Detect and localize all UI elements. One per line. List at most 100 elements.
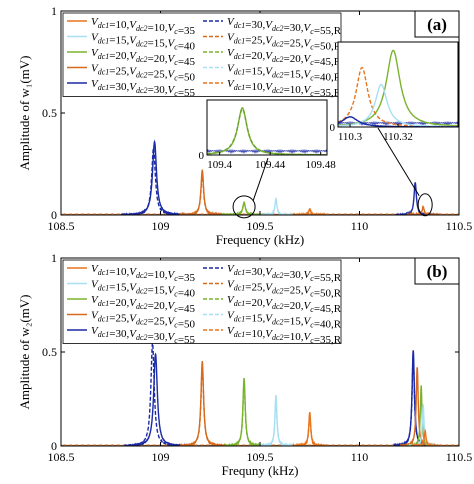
- legend-value: ,R: [331, 87, 342, 99]
- legend-entry: Vdc1=25,Vdc2=25,Vc=50: [91, 310, 196, 331]
- legend-entry: Vdc1=25,Vdc2=25,Vc=50: [91, 63, 196, 84]
- legend-symbol: V: [227, 78, 235, 90]
- legend-symbol: V: [91, 47, 99, 59]
- legend-value: 15: [116, 282, 128, 294]
- legend-symbol: =: [245, 282, 251, 294]
- legend-symbol: dc1: [98, 315, 110, 324]
- legend-symbol: c: [174, 305, 178, 314]
- legend-box: [62, 12, 342, 97]
- legend-symbol: ,V: [127, 313, 138, 325]
- inset-y-tick-label: 0: [330, 122, 336, 134]
- legend-symbol: =: [148, 22, 154, 34]
- legend-symbol: =: [178, 334, 184, 346]
- legend-value: 35: [184, 272, 196, 284]
- inset-noise: [207, 148, 327, 155]
- legend-symbol: c: [310, 305, 314, 314]
- legend-symbol: ,V: [301, 69, 312, 81]
- zoom-circle-2: [417, 193, 433, 217]
- legend-value: 25: [290, 285, 302, 297]
- legend-symbol: V: [91, 16, 99, 28]
- legend-symbol: ,V: [263, 81, 274, 93]
- y-tick-label: 1: [51, 251, 57, 265]
- legend-entry: Vdc1=25,Vdc2=25,Vc=50,R: [227, 279, 342, 300]
- legend-value: 50: [320, 41, 332, 53]
- legend-value: 15: [290, 316, 302, 328]
- zoom-arrow-1: [252, 157, 269, 202]
- legend-symbol: ,V: [127, 282, 138, 294]
- legend-symbol: dc2: [136, 271, 148, 280]
- legend-symbol: V: [91, 63, 99, 75]
- legend-symbol: =: [314, 288, 320, 300]
- legend-symbol: V: [91, 310, 99, 322]
- legend-symbol: =: [109, 66, 115, 78]
- legend-value: 15: [252, 66, 264, 78]
- legend-symbol: dc1: [98, 37, 110, 46]
- legend-symbol: =: [245, 50, 251, 62]
- legend-value: 25: [290, 38, 302, 50]
- legend-symbol: =: [314, 272, 320, 284]
- legend-symbol: V: [227, 47, 235, 59]
- legend-symbol: =: [314, 87, 320, 99]
- x-tick-label: 109.5: [247, 450, 274, 464]
- legend-value: 10: [252, 81, 264, 93]
- legend-value: 15: [290, 69, 302, 81]
- legend-symbol: ,V: [301, 300, 312, 312]
- legend-symbol: dc2: [136, 71, 148, 80]
- legend-symbol: c: [174, 27, 178, 36]
- inset-x-tick-label: 110.32: [383, 131, 413, 143]
- legend-symbol: c: [174, 336, 178, 345]
- legend-symbol: =: [245, 19, 251, 31]
- legend-symbol: ,V: [165, 53, 176, 65]
- legend-symbol: ,V: [127, 328, 138, 340]
- legend-symbol: ,V: [127, 297, 138, 309]
- legend-symbol: V: [227, 16, 235, 28]
- inset-x-tick-label: 110.3: [338, 131, 363, 143]
- legend-symbol: dc1: [98, 330, 110, 339]
- legend-symbol: ,V: [301, 316, 312, 328]
- legend-symbol: =: [178, 288, 184, 300]
- legend-symbol: =: [148, 285, 154, 297]
- legend-symbol: =: [314, 303, 320, 315]
- legend-symbol: =: [245, 81, 251, 93]
- legend-symbol: c: [310, 336, 314, 345]
- legend-value: 15: [154, 38, 166, 50]
- legend-entry: Vdc1=10,Vdc2=10,Vc=35,R: [227, 325, 342, 346]
- legend-symbol: V: [91, 32, 99, 44]
- legend-symbol: dc2: [136, 333, 148, 342]
- inset-peak-dc15: [338, 83, 458, 127]
- legend-value: 45: [320, 303, 332, 315]
- legend-symbol: =: [178, 319, 184, 331]
- legend-symbol: V: [227, 325, 235, 337]
- legend-symbol: dc2: [272, 302, 284, 311]
- legend-value: 40: [184, 41, 196, 53]
- legend-value: 50: [184, 319, 196, 331]
- legend-entry: Vdc1=30,Vdc2=30,Vc=55,R: [227, 16, 342, 37]
- legend-value: 55: [184, 87, 196, 99]
- legend-value: 50: [320, 288, 332, 300]
- legend-symbol: V: [91, 294, 99, 306]
- legend-symbol: V: [91, 279, 99, 291]
- legend-value: 30: [116, 81, 128, 93]
- legend-value: 30: [154, 331, 166, 343]
- legend-symbol: =: [284, 84, 290, 96]
- legend-entry: Vdc1=15,Vdc2=15,Vc=40,R: [227, 63, 342, 84]
- legend-value: 15: [252, 313, 264, 325]
- legend-symbol: c: [310, 27, 314, 36]
- legend-value: ,R: [331, 319, 342, 331]
- legend-value: 25: [252, 35, 264, 47]
- legend-symbol: dc2: [272, 333, 284, 342]
- legend-symbol: c: [310, 290, 314, 299]
- legend-value: 25: [154, 316, 166, 328]
- legend-symbol: c: [310, 74, 314, 83]
- legend-symbol: c: [310, 43, 314, 52]
- legend-symbol: ,V: [165, 38, 176, 50]
- legend-value: 50: [184, 72, 196, 84]
- legend-entry: Vdc1=15,Vdc2=15,Vc=40: [91, 32, 196, 53]
- legend-symbol: =: [178, 72, 184, 84]
- legend-symbol: =: [314, 41, 320, 53]
- legend-symbol: V: [91, 325, 99, 337]
- legend-value: 10: [252, 328, 264, 340]
- legend-value: 55: [320, 25, 332, 37]
- legend-symbol: ,V: [165, 69, 176, 81]
- inset-a-inset-1: 109.4 109.44 109.48 0: [199, 99, 336, 171]
